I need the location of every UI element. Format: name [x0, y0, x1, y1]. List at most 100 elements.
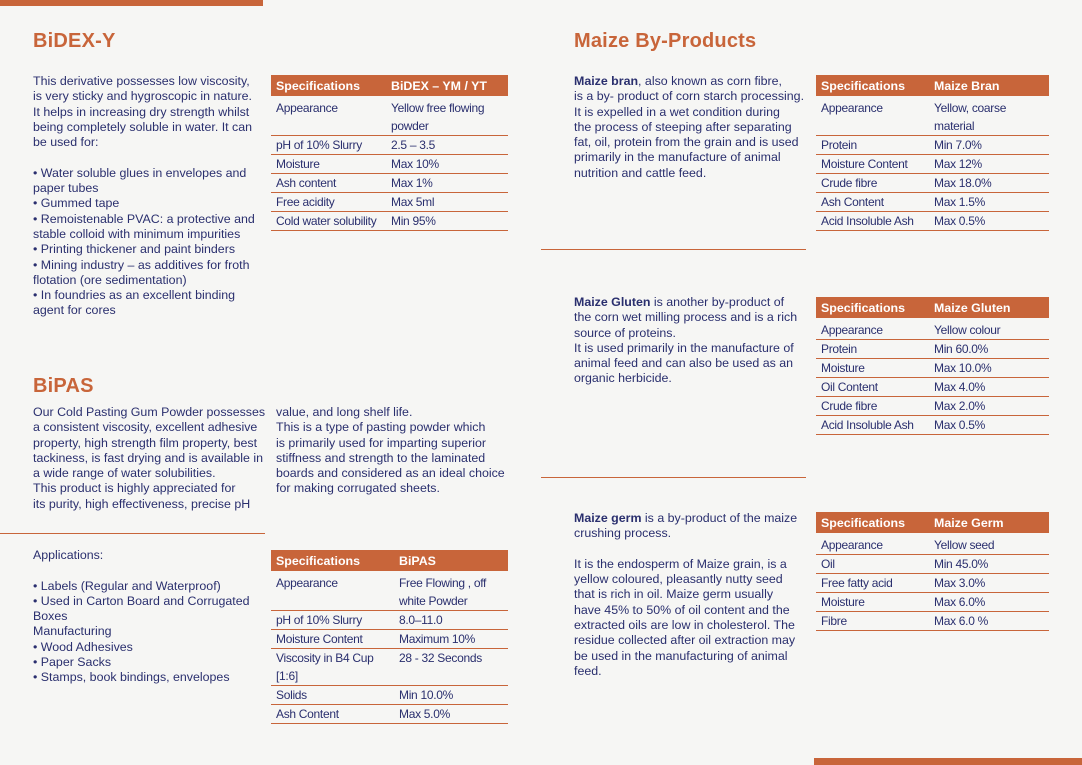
spec-name-cell: Acid Insoluble Ash: [816, 415, 929, 435]
table-row: Appearance Yellow seed: [816, 533, 1049, 555]
text-line: primarily in the manufacture of animal: [574, 150, 781, 165]
section-title-bipas: BiPAS: [33, 375, 94, 397]
text-line: paper tubes: [33, 181, 99, 196]
bidex-spec-table: Specifications BiDEX – YM / YT Appearance Y…: [271, 75, 508, 231]
text-line: source of proteins.: [574, 325, 676, 340]
table-row: Oil Min 45.0%: [816, 554, 1049, 574]
spec-name-cell: pH of 10% Slurry: [271, 135, 386, 155]
spec-value-cell: Min 60.0%: [929, 339, 1049, 359]
spec-name-cell: Solids: [271, 685, 394, 705]
product-name: Maize germ: [574, 511, 642, 525]
spec-name-cell: Viscosity in B4 Cup [1:6]: [271, 648, 394, 686]
spec-value-cell: Max 12%: [929, 154, 1049, 174]
spec-name-cell: Appearance: [271, 571, 394, 611]
text-line: nutrition and cattle feed.: [574, 165, 707, 180]
spec-value-cell: Max 0.5%: [929, 211, 1049, 231]
table-row: Moisture Max 6.0%: [816, 592, 1049, 612]
text-line: that is rich in oil. Maize germ usually: [574, 587, 774, 602]
text-line: • Wood Adhesives: [33, 639, 133, 654]
text-line: is very sticky and hygroscopic in nature…: [33, 89, 252, 104]
text-line: a consistent viscosity, excellent adhesi…: [33, 420, 258, 435]
text-line: This product is highly appreciated for: [33, 481, 236, 496]
table-row: Oil Content Max 4.0%: [816, 377, 1049, 397]
spec-value-cell: Max 18.0%: [929, 173, 1049, 193]
spec-name-cell: Oil Content: [816, 377, 929, 397]
table-row: Fibre Max 6.0 %: [816, 611, 1049, 631]
spec-value-cell: Maximum 10%: [394, 629, 508, 649]
table-row: Free acidity Max 5ml: [271, 192, 508, 212]
text-line: • Water soluble glues in envelopes and: [33, 165, 247, 180]
text-line: organic herbicide.: [574, 371, 672, 386]
spec-value-cell: Max 6.0 %: [929, 611, 1049, 631]
text-line: • Gummed tape: [33, 196, 120, 211]
spec-value-cell: Yellow free flowing powder: [386, 96, 508, 136]
text-line: • Mining industry – as additives for fro…: [33, 257, 250, 272]
bidex-description: This derivative possesses low viscosity,…: [33, 74, 273, 319]
text-line: • Printing thickener and paint binders: [33, 242, 236, 257]
table-row: Moisture Max 10%: [271, 154, 508, 174]
text-line: It is the endosperm of Maize grain, is a: [574, 556, 787, 571]
spec-name-cell: Free fatty acid: [816, 573, 929, 593]
table-header-cell: Specifications: [271, 75, 386, 96]
text-line: is a by- product of corn starch processi…: [574, 89, 805, 104]
spec-value-cell: Max 1%: [386, 173, 508, 193]
bipas-spec-table: Specifications BiPAS Appearance Free Flowin…: [271, 550, 508, 724]
spec-value-cell: 2.5 – 3.5: [386, 135, 508, 155]
text-line: boards and considered as an ideal choice: [276, 466, 505, 481]
bipas-applications: Applications: • Labels (Regular and Wate…: [33, 548, 273, 686]
spec-value-cell: Min 95%: [386, 211, 508, 231]
spec-value-cell: Yellow seed: [929, 533, 1049, 555]
table-header-cell: Specifications: [816, 75, 929, 96]
spec-name-cell: Crude fibre: [816, 173, 929, 193]
text-line: It is expelled in a wet condition during: [574, 104, 780, 119]
bottom-accent-bar: [814, 758, 1082, 765]
text-line: Applications:: [33, 548, 104, 562]
spec-name-cell: pH of 10% Slurry: [271, 610, 394, 630]
table-row: Ash content Max 1%: [271, 173, 508, 193]
text-line: extracted oils are low in cholesterol. T…: [574, 618, 795, 633]
text-line: tackiness, is fast drying and is availab…: [33, 450, 264, 465]
spec-name-cell: Oil: [816, 554, 929, 574]
spec-name-cell: Cold water solubility: [271, 211, 386, 231]
text-line: animal feed and can also be used as an: [574, 356, 794, 371]
spec-name-cell: Fibre: [816, 611, 929, 631]
spec-name-cell: Ash Content: [816, 192, 929, 212]
text-line: yellow coloured, pleasantly nutty seed: [574, 572, 783, 587]
section-title-maize: Maize By-Products: [574, 30, 757, 52]
spec-value-cell: Max 3.0%: [929, 573, 1049, 593]
table-header-cell: Specifications: [816, 297, 929, 318]
section-title-bidex: BiDEX-Y: [33, 30, 116, 52]
spec-value-cell: Max 0.5%: [929, 415, 1049, 435]
spec-name-cell: Appearance: [271, 96, 386, 136]
spec-value-cell: Yellow, coarse material: [929, 96, 1049, 136]
text-line: [33, 563, 273, 578]
spec-value-cell: Max 5ml: [386, 192, 508, 212]
table-row: Moisture Content Max 12%: [816, 154, 1049, 174]
spec-name-cell: Appearance: [816, 96, 929, 136]
spec-value-cell: Max 5.0%: [394, 704, 508, 724]
maize-gluten-description: Maize Gluten is another by-product of the…: [574, 295, 809, 387]
spec-value-cell: Yellow colour: [929, 318, 1049, 340]
text-line: value, and long shelf life.: [276, 405, 413, 419]
table-row: Protein Min 7.0%: [816, 135, 1049, 155]
spec-name-cell: Moisture Content: [816, 154, 929, 174]
text-line: fat, oil, protein from the grain and is …: [574, 135, 799, 150]
spec-name-cell: Ash content: [271, 173, 386, 193]
spec-name-cell: Moisture: [816, 358, 929, 378]
table-header-cell: Maize Gluten: [929, 297, 1049, 318]
text-line: stiffness and strength to the laminated: [276, 450, 486, 465]
text-line: stable colloid with minimum impurities: [33, 226, 241, 241]
text-line: • In foundries as an excellent binding: [33, 288, 236, 303]
text-line: residue collected after oil extraction m…: [574, 633, 796, 648]
text-line: It is used primarily in the manufacture …: [574, 340, 794, 355]
text-line: • Used in Carton Board and Corrugated: [33, 593, 250, 608]
spec-name-cell: Protein: [816, 135, 929, 155]
text-line: [574, 542, 809, 557]
table-row: Appearance Yellow free flowing powder: [271, 96, 508, 136]
table-header-cell: BiPAS: [394, 550, 508, 571]
table-row: Moisture Content Maximum 10%: [271, 629, 508, 649]
spec-value-cell: Max 6.0%: [929, 592, 1049, 612]
text-line: the corn wet milling process and is a ri…: [574, 310, 798, 325]
spec-name-cell: Ash Content: [271, 704, 394, 724]
text-line: for making corrugated sheets.: [276, 481, 440, 496]
